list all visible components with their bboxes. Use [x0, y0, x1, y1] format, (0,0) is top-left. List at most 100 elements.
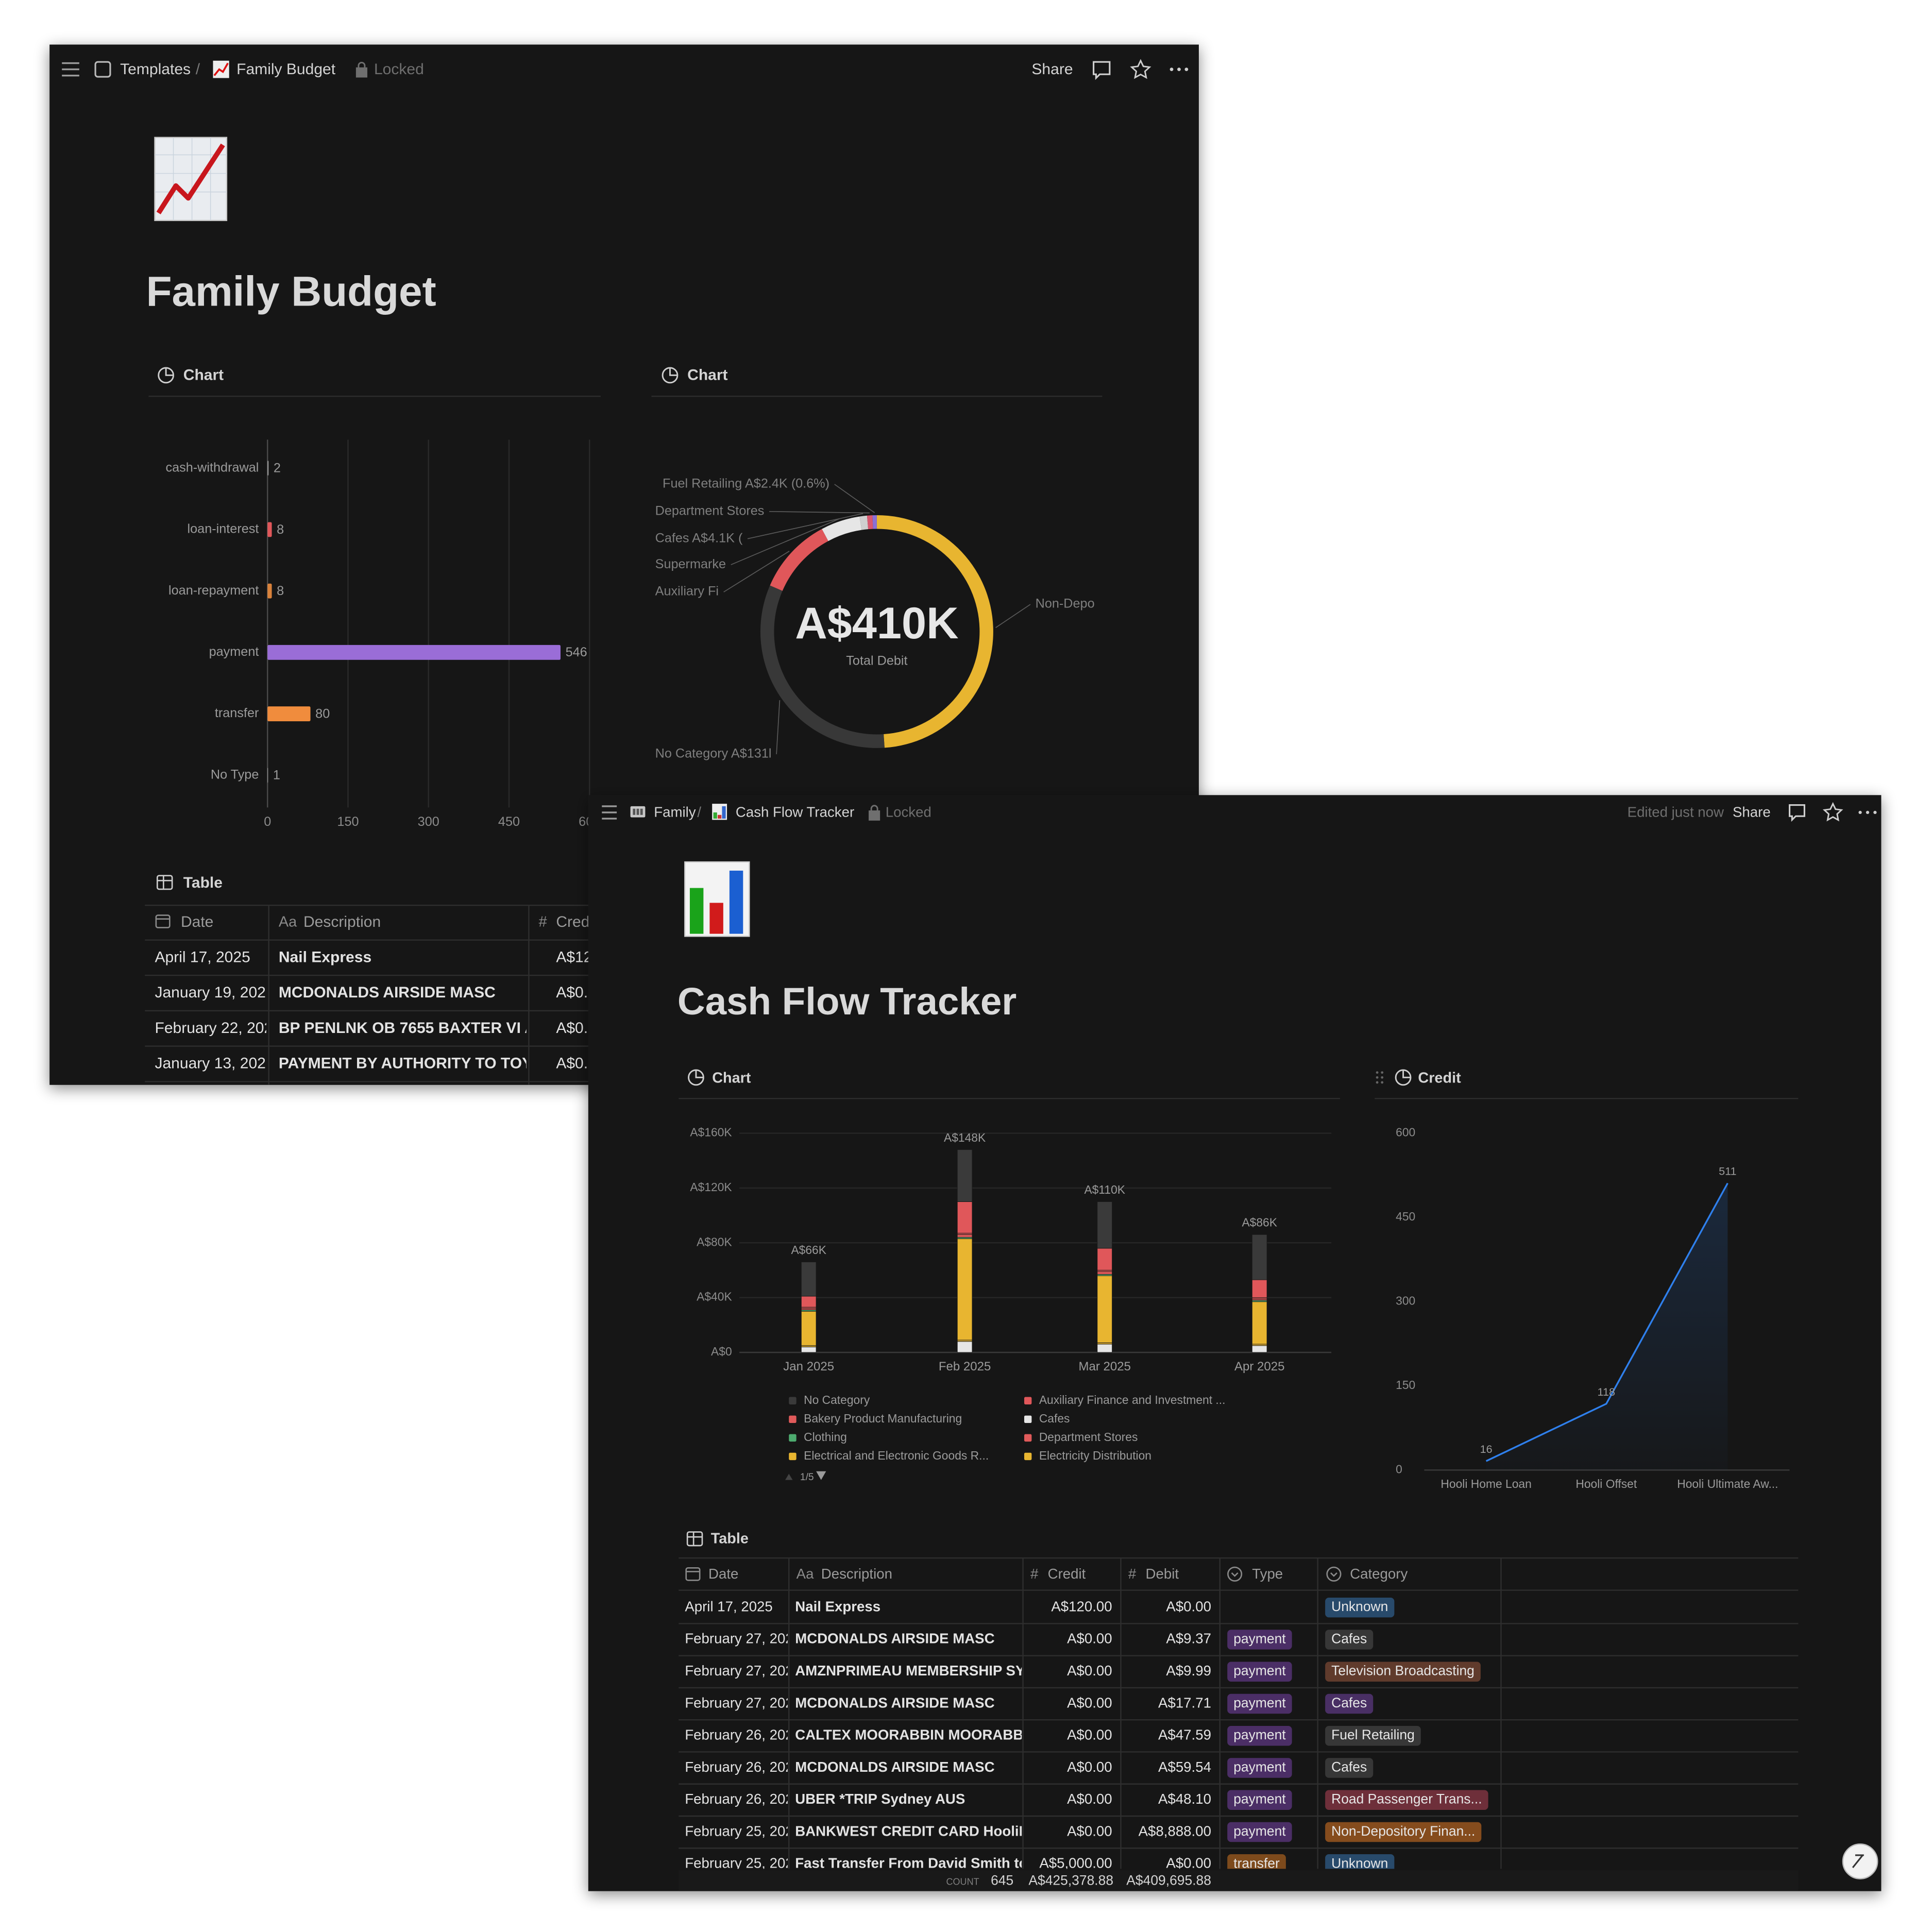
tag-background	[1227, 1854, 1286, 1869]
cell-text: January 13, 2025	[155, 1055, 274, 1072]
cell: Nail Express	[795, 1598, 880, 1614]
tag[interactable]: payment	[1227, 1822, 1292, 1842]
bar-segment	[1251, 1279, 1267, 1298]
cell: AMZNPRIMEAU MEMBERSHIP SYD	[795, 1663, 1022, 1679]
tag[interactable]: Road Passenger Trans...	[1325, 1790, 1488, 1810]
cell-text: A$0.00	[1166, 1855, 1211, 1871]
menu-icon[interactable]	[602, 805, 617, 820]
more-icon[interactable]	[1170, 67, 1189, 71]
column-header: Description	[303, 913, 381, 930]
cell-text: February 27, 2025	[685, 1631, 801, 1647]
cell-text: A$0.00	[1067, 1759, 1112, 1775]
tag[interactable]: payment	[1227, 1662, 1292, 1682]
cell: January 19, 2025	[155, 984, 266, 1001]
tag-text: Unknown	[1331, 1855, 1388, 1871]
tag[interactable]: Cafes	[1325, 1693, 1374, 1714]
cell: February 25, 2025	[685, 1823, 788, 1839]
cell-text: April 17, 2025	[155, 948, 250, 965]
menu-icon[interactable]	[62, 62, 79, 77]
tag[interactable]: Cafes	[1325, 1758, 1374, 1778]
tag[interactable]: Non-Depository Finan...	[1325, 1822, 1482, 1842]
cell-text: Nail Express	[279, 948, 371, 965]
tag[interactable]: Television Broadcasting	[1325, 1662, 1481, 1682]
cell: A$17.71	[1158, 1694, 1211, 1710]
tag-text: payment	[1233, 1823, 1286, 1839]
tag[interactable]: Cafes	[1325, 1630, 1374, 1650]
total-label: A$148K	[944, 1131, 986, 1144]
breadcrumb-separator: /	[697, 804, 701, 820]
drag-handle[interactable]	[1376, 1071, 1384, 1084]
breadcrumb-item[interactable]: Family	[654, 804, 696, 820]
tag-background	[1227, 1693, 1292, 1714]
footer-count-label: COUNT	[946, 1877, 979, 1887]
legend-prev[interactable]	[785, 1473, 793, 1480]
share-button[interactable]: Share	[1031, 61, 1073, 78]
tag-background	[1325, 1630, 1374, 1650]
cell-text: A$0.00	[1067, 1727, 1112, 1743]
y-tick-label: 300	[1396, 1294, 1415, 1307]
tag-text: Cafes	[1331, 1631, 1367, 1646]
tag-background	[1227, 1822, 1292, 1842]
tag[interactable]: Unknown	[1325, 1854, 1395, 1874]
data-label: 1	[273, 768, 280, 783]
cell: A$59.54	[1158, 1759, 1211, 1775]
tag[interactable]: payment	[1227, 1630, 1292, 1650]
legend-item[interactable]: Cafes	[1024, 1412, 1070, 1425]
breadcrumb-item[interactable]: Templates	[120, 61, 191, 78]
legend-page: 1/5	[800, 1472, 814, 1483]
help-button[interactable]	[1842, 1843, 1878, 1879]
chart-heading-icon	[158, 367, 174, 384]
legend-next[interactable]	[816, 1471, 826, 1480]
cell-text: A$0.00	[1067, 1694, 1112, 1710]
column-header: Category	[1350, 1566, 1408, 1582]
legend-item[interactable]: No Category	[789, 1393, 870, 1406]
tag-background	[1325, 1854, 1395, 1869]
slice-label: Non-Depo	[1036, 597, 1095, 611]
cell-text: A$47.59	[1158, 1727, 1211, 1743]
legend-item[interactable]: Clothing	[789, 1430, 847, 1444]
bar-segment	[1097, 1275, 1113, 1343]
donut-slice	[867, 515, 873, 530]
slice-label: Supermarke	[655, 557, 726, 571]
tag[interactable]: transfer	[1227, 1854, 1286, 1874]
cell-text: February 22, 2025	[155, 1020, 281, 1037]
favorite-icon[interactable]	[1822, 802, 1843, 822]
legend-item[interactable]: Electrical and Electronic Goods R...	[789, 1449, 989, 1462]
comment-icon[interactable]	[1093, 61, 1111, 80]
tag-text: payment	[1233, 1727, 1286, 1742]
breadcrumb-item[interactable]: Family Budget	[236, 61, 336, 78]
tag[interactable]: payment	[1227, 1758, 1292, 1778]
tag[interactable]: Fuel Retailing	[1325, 1726, 1421, 1746]
cell: A$9.99	[1166, 1663, 1211, 1679]
favorite-icon[interactable]	[1130, 59, 1151, 79]
leader-line	[747, 513, 863, 539]
breadcrumb-item[interactable]: Cash Flow Tracker	[736, 804, 854, 820]
tag-background	[1227, 1758, 1292, 1778]
legend-item[interactable]: Bakery Product Manufacturing	[789, 1412, 962, 1425]
legend-swatch	[1024, 1415, 1032, 1423]
share-button[interactable]: Share	[1733, 804, 1771, 820]
table-heading: Table	[183, 874, 223, 891]
cell: A$0.00	[1166, 1598, 1211, 1614]
edited-label: Edited just now	[1628, 804, 1724, 820]
tag[interactable]: payment	[1227, 1726, 1292, 1746]
category-column-icon	[1326, 1566, 1342, 1582]
comment-icon[interactable]	[1788, 804, 1805, 822]
tag[interactable]: Unknown	[1325, 1597, 1395, 1618]
y-tick-label: 600	[1396, 1126, 1415, 1139]
legend-swatch	[1024, 1434, 1032, 1442]
donut-slice	[872, 515, 877, 529]
legend-item[interactable]: Electricity Distribution	[1024, 1449, 1151, 1462]
legend-item[interactable]: Department Stores	[1024, 1430, 1138, 1444]
bar	[267, 522, 272, 537]
cell-text: Nail Express	[795, 1598, 880, 1614]
tag-background	[1325, 1790, 1488, 1810]
tag-background	[1325, 1597, 1395, 1618]
legend-item[interactable]: Auxiliary Finance and Investment ...	[1024, 1393, 1225, 1406]
more-icon[interactable]	[1858, 810, 1877, 815]
legend-swatch	[789, 1434, 796, 1442]
cell: A$0.00	[1067, 1823, 1112, 1839]
cell-text: BANKWEST CREDIT CARD HooliBa	[795, 1823, 1037, 1839]
tag[interactable]: payment	[1227, 1790, 1292, 1810]
tag[interactable]: payment	[1227, 1693, 1292, 1714]
